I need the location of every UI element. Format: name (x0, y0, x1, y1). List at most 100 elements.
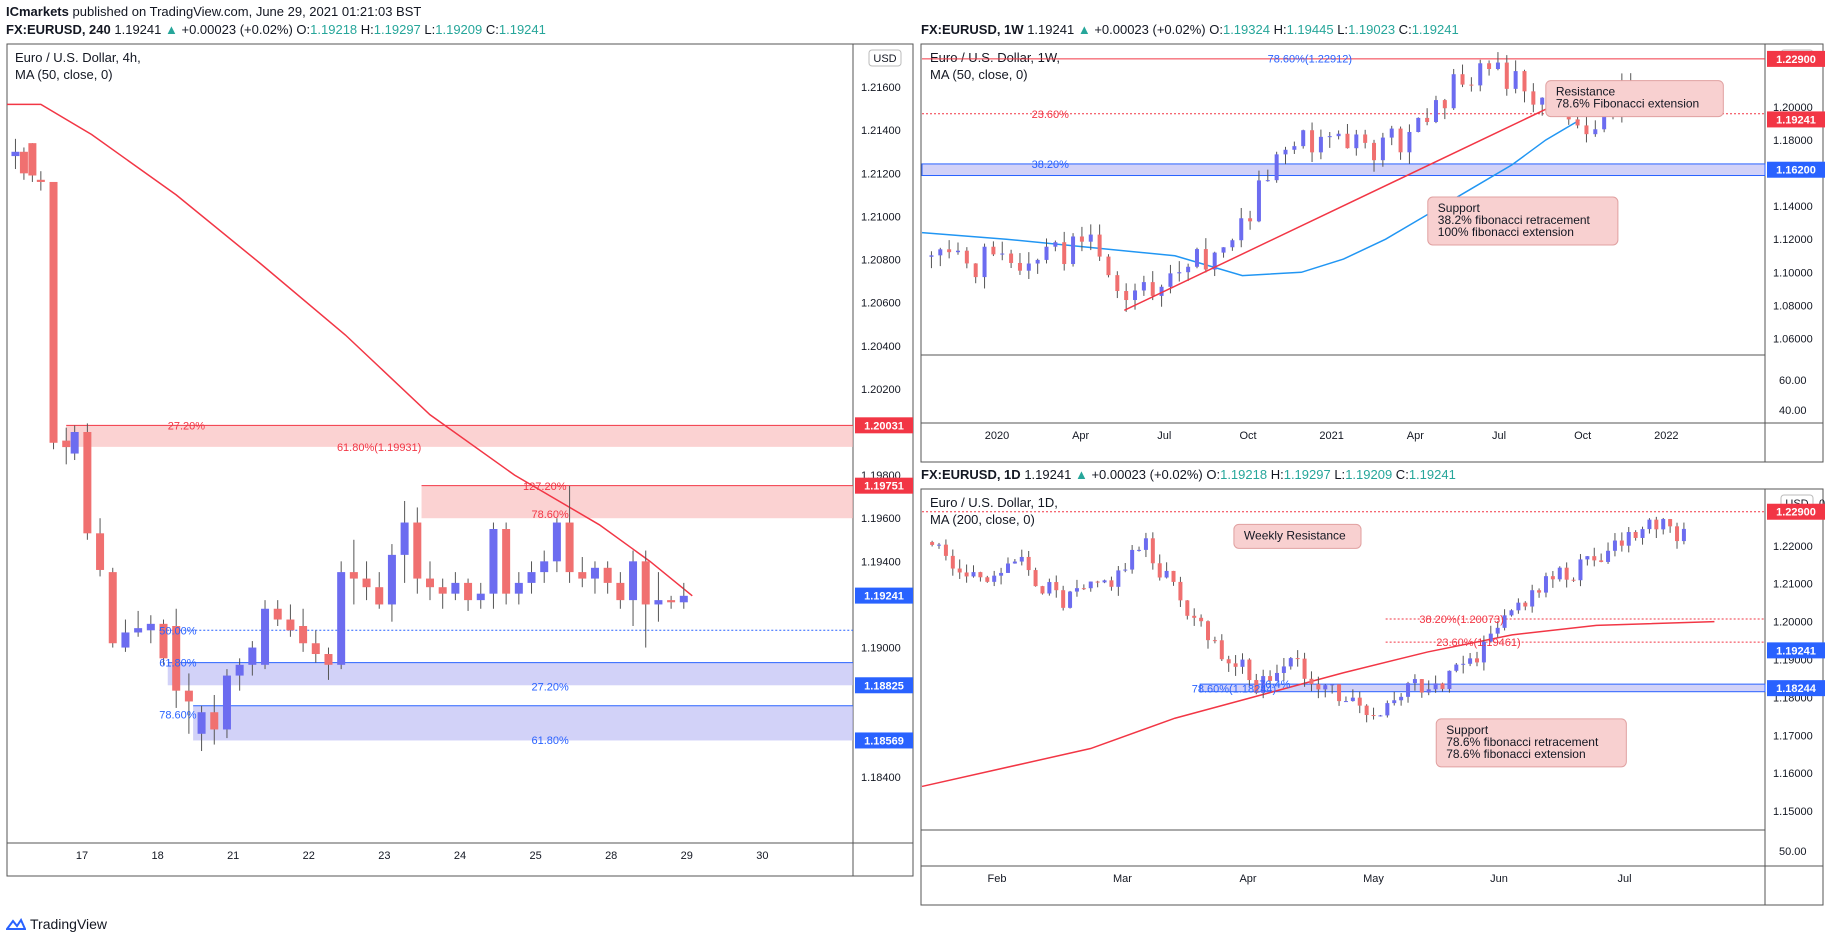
left-x-tick-label: 29 (681, 850, 693, 862)
weekly-candle-body (1593, 129, 1598, 135)
left-candle-body (667, 600, 676, 603)
daily-candle-body (1309, 678, 1314, 685)
left-candle-body (603, 567, 612, 583)
left-ma-line (7, 103, 693, 597)
daily-candle-body (1661, 519, 1666, 530)
daily-fib-label: 76.4% (1259, 679, 1290, 691)
left-x-tick-label: 25 (529, 850, 541, 862)
footer-brand-text: TradingView (30, 916, 108, 932)
weekly-last: 1.19241 (1027, 22, 1075, 37)
weekly-candle-body (1079, 236, 1084, 242)
daily-candle-body (1109, 580, 1114, 587)
daily-candle-body (1564, 567, 1569, 580)
weekly-candle-body (1363, 134, 1368, 143)
left-candle-body (590, 567, 599, 579)
left-candle-body (349, 572, 358, 579)
left-candle-body (184, 690, 193, 702)
left-candle-body (28, 143, 37, 176)
weekly-candle-body (1212, 252, 1217, 270)
daily-y-tick-label: 1.20000 (1773, 617, 1813, 629)
daily-candle-body (1295, 658, 1300, 660)
daily-y-tick-label: 1.15000 (1773, 806, 1813, 818)
daily-up-arrow-icon: ▲ (1074, 467, 1088, 482)
weekly-callout-text: 100% fibonacci extension (1438, 225, 1574, 239)
weekly-osc-tick-label: 60.00 (1779, 375, 1807, 387)
footer-brand[interactable]: TradingView (6, 916, 107, 932)
daily-candle-body (1047, 582, 1052, 594)
weekly-callout-text: 78.6% Fibonacci extension (1556, 97, 1699, 111)
left-candle-body (299, 626, 308, 644)
weekly-candle-body (1478, 63, 1483, 86)
left-candle-body (527, 572, 536, 583)
weekly-price-tag-label: 1.16200 (1776, 165, 1816, 177)
weekly-candle-body (955, 250, 960, 253)
left-x-tick-label: 28 (605, 850, 617, 862)
daily-candle-body (943, 544, 948, 556)
left-candle-body (11, 151, 20, 157)
left-candle-body (629, 561, 638, 601)
daily-last: 1.19241 (1024, 467, 1072, 482)
left-candle-body (222, 675, 231, 730)
weekly-x-tick-label: Jul (1492, 430, 1506, 442)
weekly-candle-body (1292, 146, 1297, 150)
weekly-candle-body (1336, 133, 1341, 137)
weekly-candle-body (1433, 100, 1438, 123)
left-candle-body (578, 572, 587, 579)
weekly-candle-body (1327, 136, 1332, 138)
daily-x-tick-label: Jul (1617, 873, 1631, 885)
left-y-tick-label: 1.19000 (861, 643, 901, 655)
left-x-tick-label: 30 (756, 850, 768, 862)
weekly-candle-body (1203, 249, 1208, 270)
left-x-tick-label: 21 (227, 850, 239, 862)
daily-x-tick-label: May (1363, 873, 1384, 885)
daily-symbol: FX:EURUSD, 1D (921, 467, 1021, 482)
daily-candle-body (1461, 663, 1466, 665)
weekly-candle-body (1168, 273, 1173, 287)
left-candle-body (96, 533, 105, 570)
weekly-candle-body (1318, 136, 1323, 153)
weekly-y-tick-label: 1.10000 (1773, 267, 1813, 279)
left-candle-body (210, 712, 219, 730)
daily-candle-body (1005, 563, 1010, 573)
daily-candle-body (1399, 696, 1404, 701)
left-candle-body (248, 647, 257, 665)
weekly-y-tick-label: 1.14000 (1773, 201, 1813, 213)
left-y-tick-label: 1.21600 (861, 82, 901, 94)
weekly-candle-body (1372, 142, 1377, 161)
daily-y-tick-label: 1.21000 (1773, 579, 1813, 591)
daily-candle-body (1612, 540, 1617, 551)
weekly-x-tick-label: Apr (1072, 430, 1089, 442)
daily-fib-label: 23.60%(1.19461) (1436, 637, 1520, 649)
weekly-candle-body (1602, 106, 1607, 130)
daily-candle-body (1668, 519, 1673, 527)
daily-candle-body (964, 572, 969, 577)
daily-x-tick-label: Apr (1239, 873, 1256, 885)
left-candle-body (476, 593, 485, 601)
weekly-candle-body (1124, 291, 1129, 301)
daily-candle-body (1226, 659, 1231, 664)
daily-candle-body (1481, 641, 1486, 663)
daily-candle-body (1440, 683, 1445, 689)
daily-candle-body (1592, 556, 1597, 561)
daily-candle-body (1378, 715, 1383, 717)
weekly-indicator: MA (50, close, 0) (930, 67, 1028, 82)
daily-candle-body (1364, 705, 1369, 716)
daily-candle-body (1261, 676, 1266, 693)
left-open: 1.19218 (310, 22, 358, 37)
daily-callout-text: 78.6% fibonacci extension (1446, 747, 1585, 761)
left-panel-frame (6, 43, 914, 877)
weekly-fib-label: 78.60%(1.22912) (1268, 54, 1352, 66)
weekly-price-tag (1767, 50, 1825, 67)
daily-y-tick-label: 1.17000 (1773, 730, 1813, 742)
daily-support-zone (1199, 683, 1766, 693)
daily-candle-body (1537, 590, 1542, 593)
left-candle-body (451, 582, 460, 594)
left-x-tick-label: 22 (303, 850, 315, 862)
left-candle-body (552, 522, 561, 562)
weekly-high: 1.19445 (1286, 22, 1334, 37)
weekly-x-tick-label: 2021 (1319, 430, 1343, 442)
daily-candle-body (950, 555, 955, 569)
weekly-x-tick-label: 2020 (985, 430, 1009, 442)
left-y-tick-label: 1.20800 (861, 255, 901, 267)
